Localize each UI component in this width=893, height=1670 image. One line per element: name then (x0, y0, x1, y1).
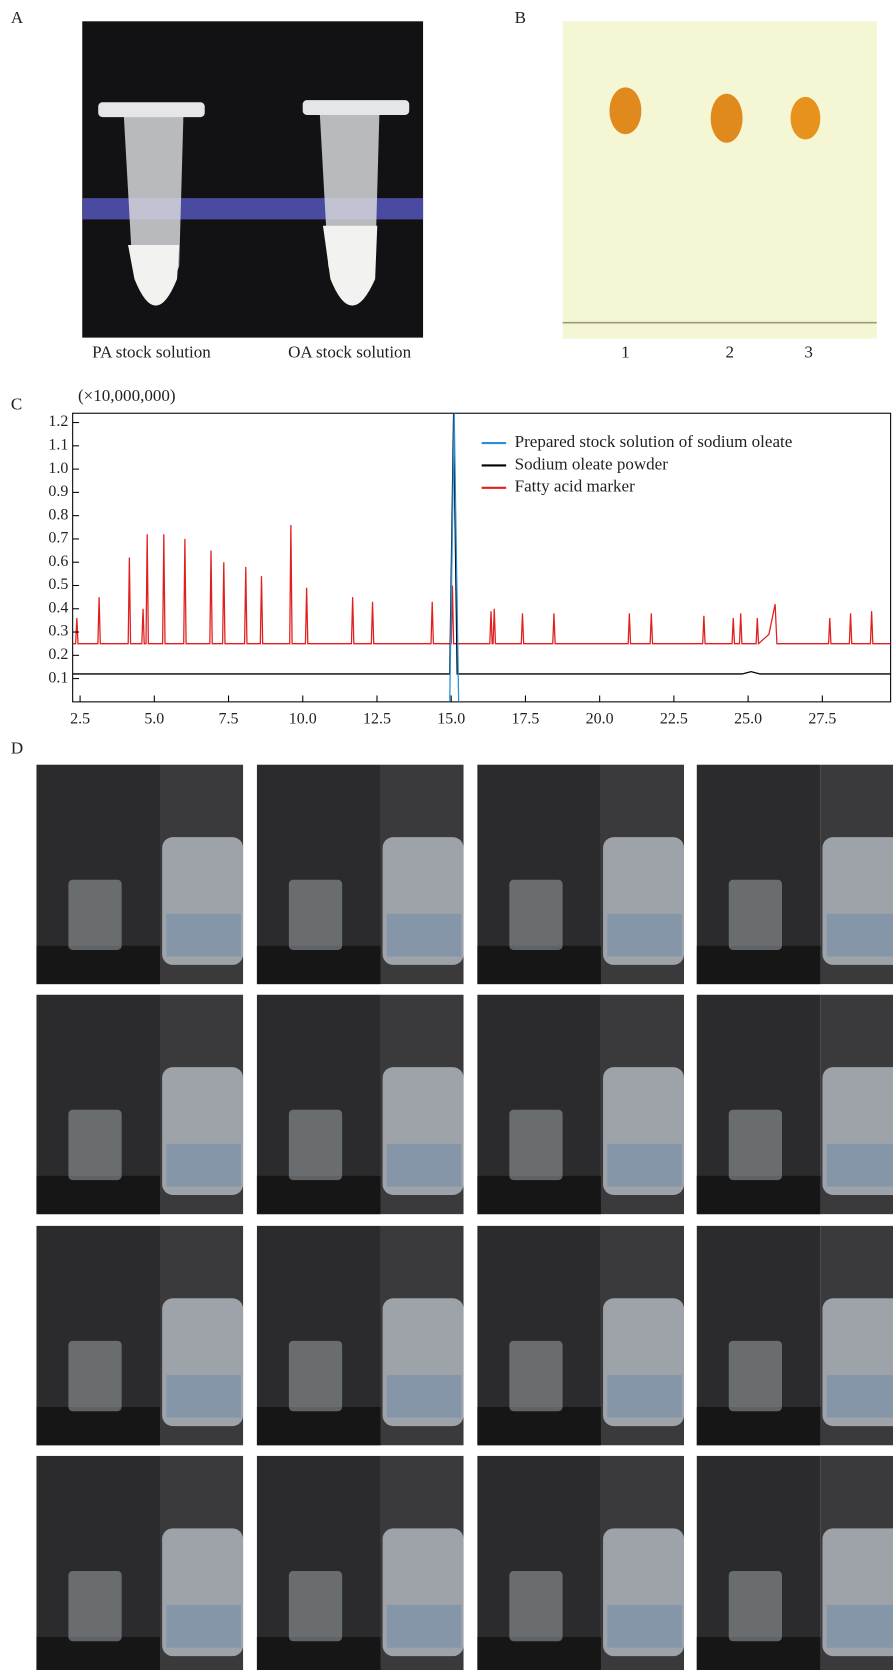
panel-label: C (11, 395, 22, 414)
x-tick-label: 5.0 (144, 711, 164, 728)
y-tick-label: 0.1 (48, 669, 68, 686)
y-unit: (×10,000,000) (78, 386, 176, 405)
photo-tlc-plate (562, 21, 877, 339)
y-tick-label: 0.2 (48, 646, 68, 663)
y-tick-label: 0.6 (48, 553, 68, 570)
series-line (449, 413, 460, 702)
x-tick-label: 17.5 (511, 711, 539, 728)
photo-grid (36, 764, 893, 1670)
x-tick-label: 15.0 (437, 711, 465, 728)
x-tick-label: 22.5 (660, 711, 688, 728)
panel-label: D (11, 739, 23, 758)
y-tick-label: 0.5 (48, 576, 68, 593)
y-tick-label: 1.0 (48, 460, 68, 477)
x-tick-label: 7.5 (219, 711, 239, 728)
caption: PA stock solution (92, 343, 211, 362)
x-tick-label: 12.5 (363, 711, 391, 728)
y-tick-label: 0.7 (48, 530, 68, 547)
plot-area (72, 413, 891, 702)
x-tick-label: 27.5 (808, 711, 836, 728)
photo-tubes (82, 21, 424, 338)
x-tick-label: 10.0 (289, 711, 317, 728)
panel-label: A (11, 8, 24, 27)
y-tick-label: 0.9 (48, 483, 68, 500)
x-tick-label: 2.5 (70, 711, 90, 728)
x-tick-label: 25.0 (734, 711, 762, 728)
plot-frame (72, 412, 892, 703)
y-tick-label: 0.4 (48, 599, 68, 616)
panel-label: B (515, 8, 526, 27)
caption: OA stock solution (288, 343, 411, 362)
lane-label: 3 (804, 343, 813, 362)
legend-label: Sodium oleate powder (515, 454, 669, 473)
lane-label: 1 (621, 343, 630, 362)
series-line (72, 524, 891, 646)
y-tick-label: 1.2 (48, 413, 68, 430)
y-tick-label: 0.8 (48, 506, 68, 523)
lane-label: 2 (726, 343, 735, 362)
y-tick-label: 0.3 (48, 623, 68, 640)
legend-label: Prepared stock solution of sodium oleate (515, 432, 793, 451)
x-tick-label: 20.0 (586, 711, 614, 728)
y-tick-label: 1.1 (48, 436, 68, 453)
legend-label: Fatty acid marker (515, 477, 635, 496)
